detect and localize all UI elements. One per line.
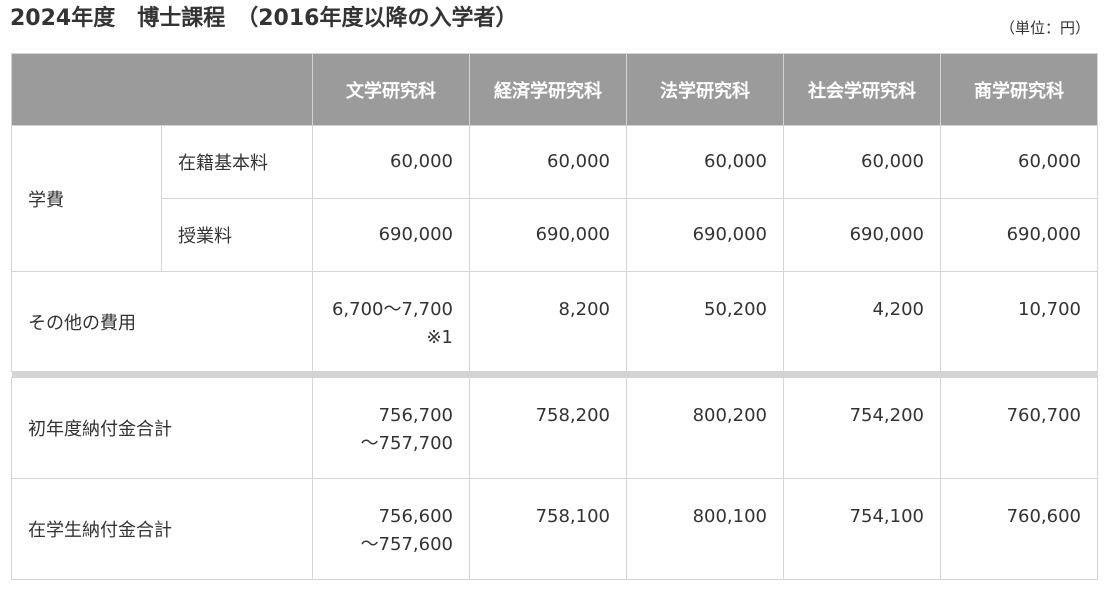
cell-shonendo-shogaku: 760,700 — [940, 377, 1098, 479]
cell-line: 800,100 — [692, 506, 767, 527]
separator-row — [11, 371, 1098, 378]
row-label-sonota: その他の費用 — [11, 271, 313, 372]
cell-sonota-shogaku: 10,700 — [940, 271, 1098, 372]
cell-line: 50,200 — [704, 299, 767, 320]
table-row-shonendo: 初年度納付金合計 756,700 ～757,700 758,200 800,20… — [11, 377, 1098, 479]
cell-zaiseki-bungaku: 60,000 — [312, 125, 470, 199]
cell-sonota-hogaku: 50,200 — [626, 271, 784, 372]
cell-jugyo-shakai: 690,000 — [783, 198, 941, 272]
cell-jugyo-hogaku: 690,000 — [626, 198, 784, 272]
header-bungaku: 文学研究科 — [312, 53, 470, 126]
cell-line: 754,200 — [849, 405, 924, 426]
cell-zaigakusei-hogaku: 800,100 — [626, 478, 784, 580]
header-shogaku: 商学研究科 — [940, 53, 1098, 126]
cell-line: 758,200 — [535, 405, 610, 426]
cell-zaigakusei-shogaku: 760,600 — [940, 478, 1098, 580]
cell-line: 4,200 — [872, 299, 924, 320]
page-title: 2024年度 博士課程 （2016年度以降の入学者） — [10, 6, 518, 31]
table-row-sonota: その他の費用 6,700～7,700 ※1 8,200 50,200 4,200… — [11, 271, 1098, 372]
separator — [11, 371, 1098, 378]
cell-jugyo-shogaku: 690,000 — [940, 198, 1098, 272]
cell-sonota-keizai: 8,200 — [469, 271, 627, 372]
cell-line-range: ～757,600 — [360, 534, 453, 555]
fee-table: 文学研究科 経済学研究科 法学研究科 社会学研究科 商学研究科 学費 在籍基本料… — [11, 53, 1098, 580]
cell-line: 800,200 — [692, 405, 767, 426]
cell-zaiseki-keizai: 60,000 — [469, 125, 627, 199]
row-label-jugyo: 授業料 — [161, 198, 313, 272]
cell-zaiseki-shakai: 60,000 — [783, 125, 941, 199]
cell-zaiseki-shogaku: 60,000 — [940, 125, 1098, 199]
cell-jugyo-keizai: 690,000 — [469, 198, 627, 272]
cell-line: 754,100 — [849, 506, 924, 527]
cell-line: 758,100 — [535, 506, 610, 527]
cell-line: 756,600 — [378, 506, 453, 527]
header-shakai: 社会学研究科 — [783, 53, 941, 126]
cell-line: 8,200 — [558, 299, 610, 320]
table-row-zaigakusei: 在学生納付金合計 756,600 ～757,600 758,100 800,10… — [11, 478, 1098, 580]
table-row-zaiseki: 学費 在籍基本料 60,000 60,000 60,000 60,000 60,… — [11, 125, 1098, 272]
header-keizai: 経済学研究科 — [469, 53, 627, 126]
row-label-zaigakusei: 在学生納付金合計 — [11, 478, 313, 580]
cell-sonota-bungaku: 6,700～7,700 ※1 — [312, 271, 470, 372]
cell-shonendo-keizai: 758,200 — [469, 377, 627, 479]
row-label-zaiseki: 在籍基本料 — [161, 125, 313, 199]
row-label-shonendo: 初年度納付金合計 — [11, 377, 313, 479]
table-row-jugyo: 授業料 690,000 690,000 690,000 690,000 690,… — [12, 198, 1098, 272]
header-hogaku: 法学研究科 — [626, 53, 784, 126]
cell-line-range: ～757,700 — [360, 433, 453, 454]
cell-sonota-shakai: 4,200 — [783, 271, 941, 372]
row-group-gakuhi: 学費 — [11, 125, 162, 272]
cell-shonendo-hogaku: 800,200 — [626, 377, 784, 479]
cell-shonendo-shakai: 754,200 — [783, 377, 941, 479]
header-row: 文学研究科 経済学研究科 法学研究科 社会学研究科 商学研究科 — [11, 53, 1098, 126]
cell-zaiseki-hogaku: 60,000 — [626, 125, 784, 199]
unit-note: （単位：円） — [999, 19, 1090, 37]
footnote-mark: ※1 — [426, 327, 453, 348]
cell-line: 6,700～7,700 — [331, 299, 453, 320]
cell-line: 10,700 — [1018, 299, 1081, 320]
cell-line: 756,700 — [378, 405, 453, 426]
cell-line: 760,700 — [1006, 405, 1081, 426]
cell-zaigakusei-shakai: 754,100 — [783, 478, 941, 580]
cell-zaigakusei-bungaku: 756,600 ～757,600 — [312, 478, 470, 580]
header-blank-cell — [11, 53, 313, 126]
cell-jugyo-bungaku: 690,000 — [312, 198, 470, 272]
cell-shonendo-bungaku: 756,700 ～757,700 — [312, 377, 470, 479]
cell-zaigakusei-keizai: 758,100 — [469, 478, 627, 580]
cell-line: 760,600 — [1006, 506, 1081, 527]
